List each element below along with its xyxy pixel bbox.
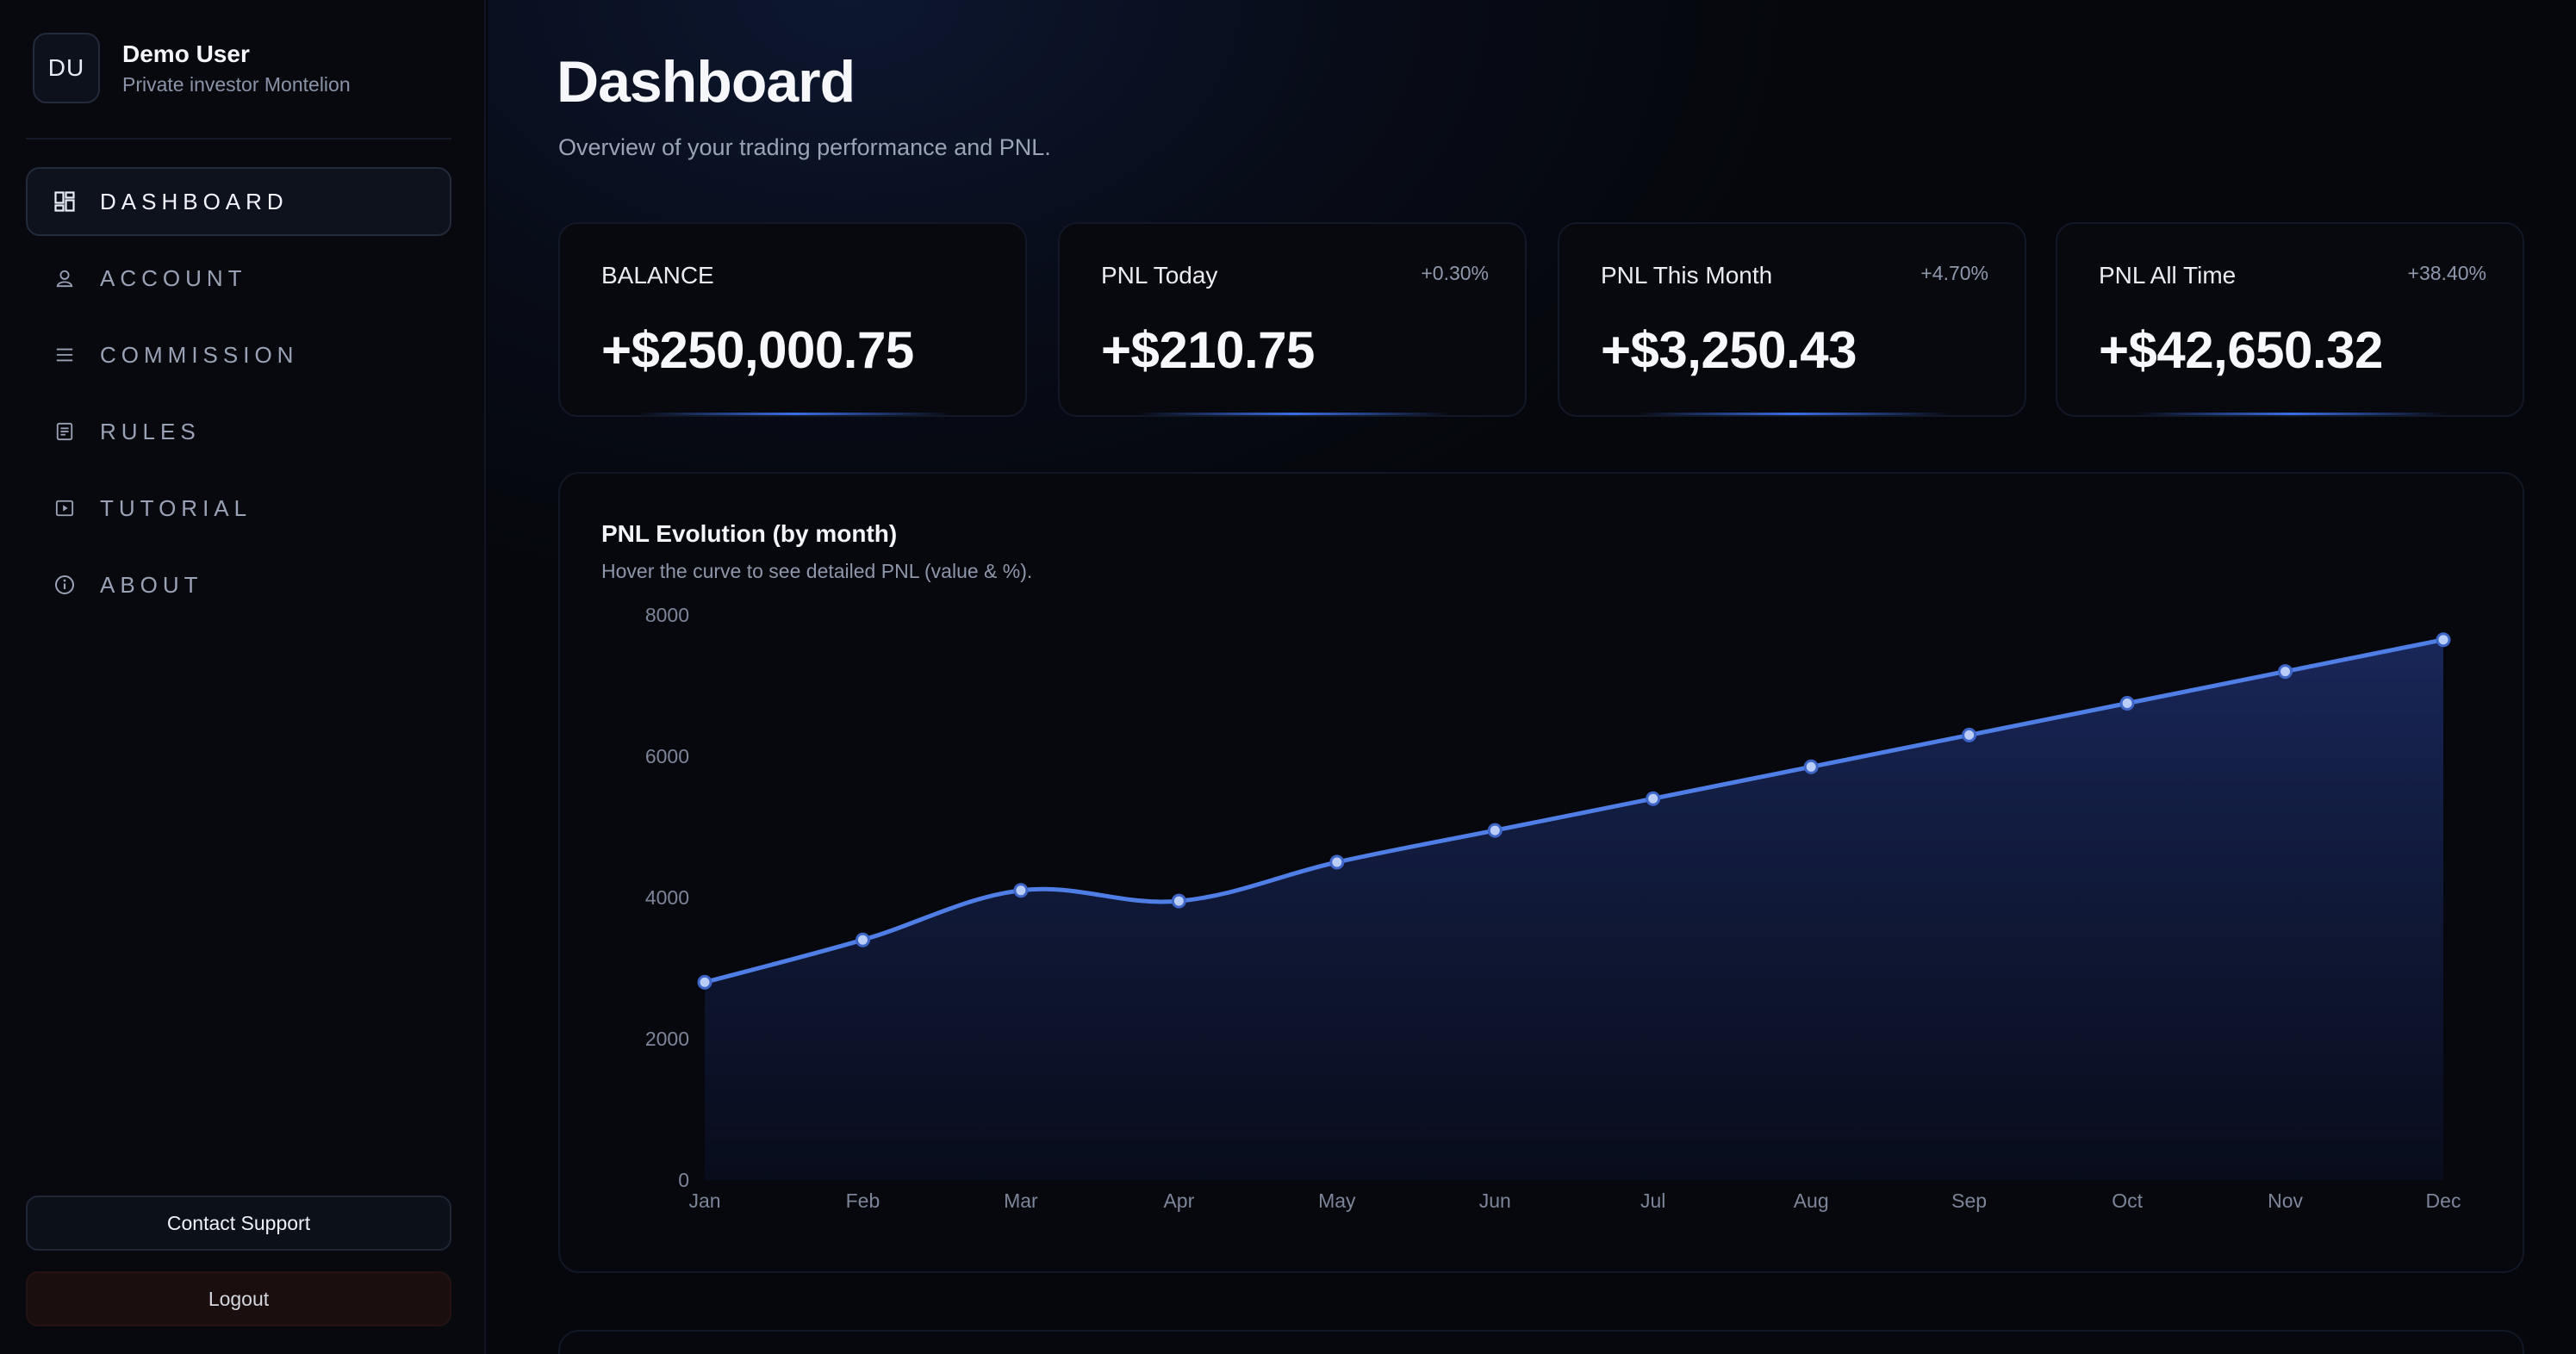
- card-accent-line: [1637, 413, 1951, 415]
- pnl-chart-card: PNL Evolution (by month) Hover the curve…: [558, 472, 2524, 1273]
- y-tick-label: 4000: [645, 886, 689, 909]
- data-point-aug[interactable]: [1803, 759, 1819, 774]
- x-tick-label: Aug: [1794, 1189, 1829, 1212]
- avatar: DU: [33, 33, 100, 103]
- document-icon: [53, 420, 76, 443]
- card-label: PNL Today: [1101, 262, 1218, 289]
- pnl-area-fill: [705, 639, 2443, 1180]
- x-tick-label: Nov: [2268, 1189, 2303, 1212]
- y-tick-label: 6000: [645, 745, 689, 767]
- card-accent-line: [2135, 413, 2448, 415]
- sidebar-nav: DASHBOARD ACCOUNT COMMISSION RULES TUTOR…: [26, 167, 451, 627]
- card-value: +$3,250.43: [1601, 321, 1857, 379]
- data-point-mar[interactable]: [1013, 883, 1029, 898]
- list-icon: [53, 344, 76, 366]
- card-delta: +4.70%: [1920, 262, 1988, 284]
- x-tick-label: Apr: [1163, 1189, 1194, 1212]
- data-point-may[interactable]: [1329, 854, 1345, 870]
- chart-title: PNL Evolution (by month): [601, 520, 898, 547]
- x-tick-label: Sep: [1951, 1189, 1987, 1212]
- x-tick-label: Mar: [1004, 1189, 1038, 1212]
- data-point-feb[interactable]: [855, 932, 870, 947]
- main-content: Dashboard Overview of your trading perfo…: [488, 0, 2576, 1354]
- card-value: +$250,000.75: [601, 321, 914, 379]
- sidebar-item-label: ACCOUNT: [100, 264, 247, 291]
- sidebar-item-label: ABOUT: [100, 571, 203, 598]
- card-accent-line: [1137, 413, 1451, 415]
- data-point-jan[interactable]: [697, 974, 712, 990]
- sidebar-item-account[interactable]: ACCOUNT: [26, 244, 451, 313]
- card-delta: +0.30%: [1421, 262, 1489, 284]
- data-point-nov[interactable]: [2278, 664, 2293, 680]
- contact-support-button[interactable]: Contact Support: [26, 1196, 451, 1251]
- sidebar-item-label: COMMISSION: [100, 341, 299, 368]
- profile-text: Demo User Private investor Montelion: [122, 40, 351, 97]
- pnl-today-card: PNL Today +0.30% +$210.75: [1058, 222, 1527, 417]
- sidebar-item-commission[interactable]: COMMISSION: [26, 320, 451, 389]
- user-icon: [53, 267, 76, 289]
- data-point-oct[interactable]: [2119, 696, 2135, 711]
- x-tick-label: Dec: [2426, 1189, 2461, 1212]
- sidebar-item-label: TUTORIAL: [100, 494, 252, 521]
- x-tick-label: May: [1318, 1189, 1356, 1212]
- page-subtitle: Overview of your trading performance and…: [558, 134, 1051, 160]
- data-point-apr[interactable]: [1171, 893, 1186, 909]
- sidebar: DU Demo User Private investor Montelion …: [0, 0, 486, 1354]
- sidebar-item-dashboard[interactable]: DASHBOARD: [26, 167, 451, 236]
- user-profile: DU Demo User Private investor Montelion: [33, 33, 351, 103]
- card-accent-line: [638, 413, 951, 415]
- card-value: +$210.75: [1101, 321, 1315, 379]
- logout-button[interactable]: Logout: [26, 1271, 451, 1326]
- pnl-line[interactable]: [702, 637, 2446, 984]
- balance-card: BALANCE +$250,000.75: [558, 222, 1027, 417]
- x-tick-label: Feb: [846, 1189, 880, 1212]
- x-tick-label: Jul: [1640, 1189, 1665, 1212]
- chart-subtitle: Hover the curve to see detailed PNL (val…: [601, 560, 1033, 582]
- card-label: BALANCE: [601, 262, 714, 289]
- sidebar-item-label: RULES: [100, 418, 201, 444]
- pnl-line-chart[interactable]: 0 2000 4000 6000 8000 Jan Feb Mar Apr May Jun Jul Au…: [560, 474, 2526, 1275]
- data-point-dec[interactable]: [2436, 632, 2451, 648]
- sidebar-item-label: DASHBOARD: [100, 188, 289, 214]
- pnl-all-time-card: PNL All Time +38.40% +$42,650.32: [2056, 222, 2524, 417]
- stat-cards: BALANCE +$250,000.75 PNL Today +0.30% +$…: [558, 222, 2524, 417]
- data-point-sep[interactable]: [1962, 727, 1977, 742]
- info-icon: [53, 574, 76, 596]
- pnl-month-card: PNL This Month +4.70% +$3,250.43: [1558, 222, 2026, 417]
- x-tick-label: Jun: [1479, 1189, 1511, 1212]
- card-value: +$42,650.32: [2099, 321, 2383, 379]
- card-label: PNL This Month: [1601, 262, 1773, 289]
- next-section-card: [558, 1330, 2524, 1354]
- card-label: PNL All Time: [2099, 262, 2237, 289]
- sidebar-item-tutorial[interactable]: TUTORIAL: [26, 474, 451, 543]
- data-point-jul[interactable]: [1646, 791, 1661, 806]
- card-delta: +38.40%: [2407, 262, 2486, 284]
- sidebar-item-rules[interactable]: RULES: [26, 397, 451, 466]
- x-tick-label: Oct: [2112, 1189, 2143, 1212]
- profile-name: Demo User: [122, 40, 250, 67]
- dashboard-icon: [53, 190, 76, 213]
- y-tick-label: 2000: [645, 1028, 689, 1050]
- data-point-jun[interactable]: [1487, 823, 1503, 838]
- play-icon: [53, 497, 76, 519]
- y-tick-label: 8000: [645, 604, 689, 626]
- profile-subtitle: Private investor Montelion: [122, 73, 351, 96]
- y-tick-label: 0: [678, 1169, 689, 1191]
- sidebar-item-about[interactable]: ABOUT: [26, 550, 451, 619]
- page-title: Dashboard: [557, 49, 856, 115]
- x-tick-label: Jan: [688, 1189, 720, 1212]
- sidebar-divider: [26, 138, 451, 140]
